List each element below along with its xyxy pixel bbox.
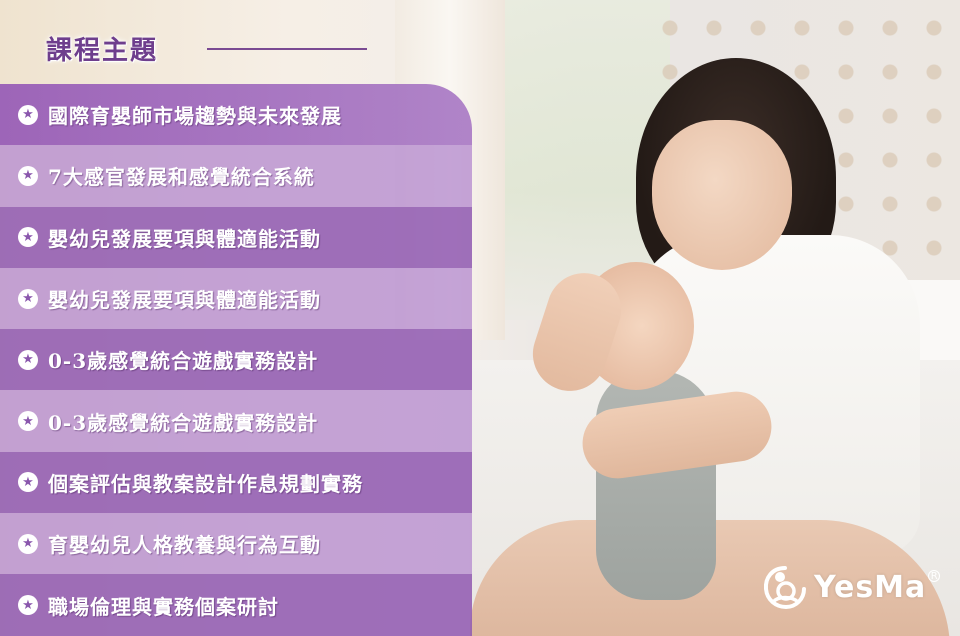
topic-label: 嬰幼兒發展要項與體適能活動 [48,226,321,251]
brand-logo: YesMa R [760,562,941,612]
topic-label: 國際育嬰師市場趨勢與未來發展 [48,104,342,129]
topic-label: 育嬰幼兒人格教養與行為互動 [48,533,321,558]
list-item: ★ 職場倫理與實務個案研討 [0,574,472,636]
star-circle-icon: ★ [18,349,38,370]
star-circle-icon: ★ [18,227,38,248]
topic-label: 7大感官發展和感覺統合系統 [48,165,315,190]
mother-face [652,120,792,270]
star-circle-icon: ★ [18,472,38,493]
logo-wordmark: YesMa [814,569,927,605]
title-underline [207,48,367,50]
topic-label: 嬰幼兒發展要項與體適能活動 [48,288,321,313]
list-item: ★ 國際育嬰師市場趨勢與未來發展 [0,84,472,146]
list-item: ★ 個案評估與教案設計作息規劃實務 [0,451,472,514]
topic-label: 0-3歲感覺統合遊戲實務設計 [48,349,319,374]
list-item: ★ 0-3歲感覺統合遊戲實務設計 [0,390,472,452]
registered-mark: R [928,570,941,582]
star-circle-icon: ★ [18,288,38,309]
topic-label: 0-3歲感覺統合遊戲實務設計 [48,410,319,435]
topic-label: 職場倫理與實務個案研討 [48,594,279,619]
mother-baby-logo-icon [763,566,806,610]
star-circle-icon: ★ [18,104,38,125]
list-item: ★ 0-3歲感覺統合遊戲實務設計 [0,329,472,391]
star-circle-icon: ★ [18,533,38,554]
star-circle-icon: ★ [18,411,38,432]
page-title: 課程主題 [46,35,159,66]
topic-list: ★ 國際育嬰師市場趨勢與未來發展 ★ 7大感官發展和感覺統合系統 ★ 嬰幼兒發展… [0,84,472,636]
title-area: 課程主題 [46,26,158,70]
list-item: ★ 育嬰幼兒人格教養與行為互動 [0,513,472,575]
list-item: ★ 嬰幼兒發展要項與體適能活動 [0,206,472,268]
star-circle-icon: ★ [18,165,38,186]
list-item: ★ 嬰幼兒發展要項與體適能活動 [0,267,472,330]
star-circle-icon: ★ [18,595,38,616]
topic-label: 個案評估與教案設計作息規劃實務 [48,471,363,496]
list-item: ★ 7大感官發展和感覺統合系統 [0,145,472,207]
